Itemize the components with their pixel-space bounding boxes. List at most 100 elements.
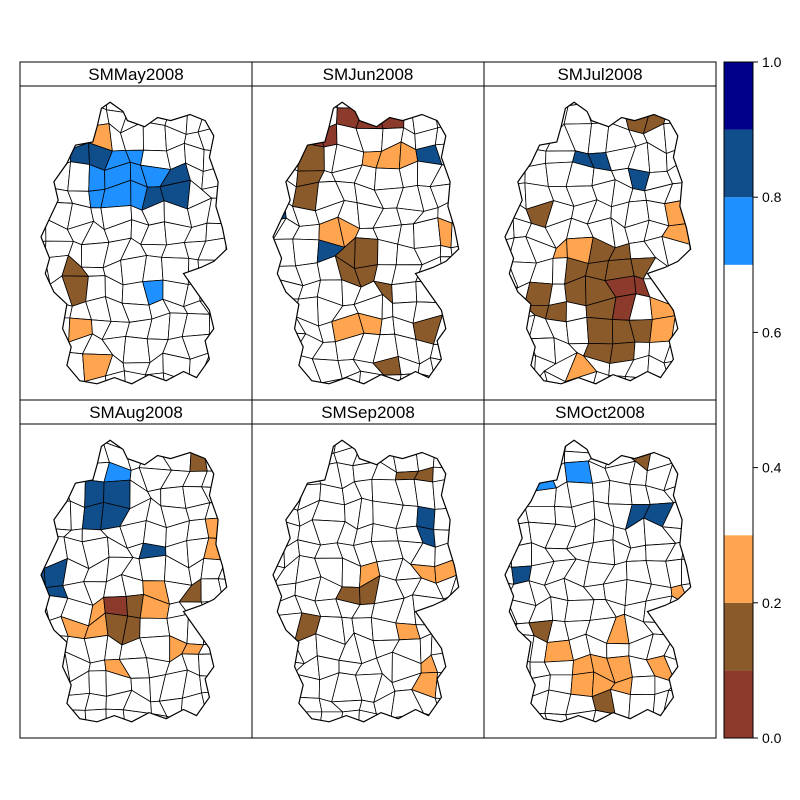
district-region	[449, 465, 459, 486]
district-region	[45, 351, 66, 380]
district-region	[199, 376, 225, 384]
district-region	[41, 102, 69, 112]
country-outline	[40, 439, 228, 723]
district-region	[231, 276, 244, 304]
district-region	[105, 370, 127, 384]
district-region	[226, 183, 227, 206]
district-region	[225, 237, 227, 263]
district-region	[273, 580, 276, 604]
district-region	[505, 374, 517, 384]
district-region	[221, 125, 227, 153]
district-region	[273, 261, 278, 282]
district-region	[160, 486, 187, 509]
district-region	[41, 280, 51, 301]
district-region	[41, 445, 54, 469]
district-region	[454, 673, 459, 701]
district-region	[570, 671, 595, 698]
district-region	[273, 141, 300, 172]
district-region	[273, 318, 280, 340]
district-region	[507, 140, 529, 168]
color-key-frame	[723, 61, 754, 739]
district-region	[276, 102, 301, 110]
district-region	[273, 465, 286, 486]
district-region	[357, 709, 379, 722]
district-region	[436, 708, 458, 722]
district-region	[505, 140, 517, 167]
district-region	[684, 121, 691, 148]
district-region	[564, 460, 593, 484]
district-region	[318, 102, 339, 109]
district-region	[273, 676, 277, 699]
district-region	[123, 370, 147, 384]
district-region	[124, 440, 149, 451]
district-region	[145, 440, 167, 452]
color-key-bin	[724, 264, 753, 536]
district-region	[138, 102, 173, 113]
district-region	[275, 440, 302, 454]
district-region	[336, 102, 364, 109]
district-region	[397, 372, 419, 384]
district-region	[664, 199, 691, 227]
district-region	[416, 505, 436, 531]
district-region	[512, 103, 539, 135]
district-region	[430, 632, 459, 656]
district-region	[505, 655, 513, 678]
color-key-bin	[724, 197, 753, 265]
district-region	[550, 102, 571, 107]
district-region	[663, 121, 689, 155]
district-region	[689, 222, 691, 245]
district-region	[88, 670, 107, 697]
district-region	[181, 313, 211, 338]
district-region	[505, 462, 518, 490]
district-region	[455, 280, 459, 304]
map-panel: SMJul2008	[483, 61, 717, 401]
district-region	[45, 376, 68, 384]
district-region	[318, 711, 344, 722]
district-region	[222, 440, 227, 448]
district-region	[219, 352, 227, 381]
district-region	[41, 316, 54, 340]
district-region	[648, 717, 670, 722]
district-region	[84, 375, 107, 384]
district-region	[689, 599, 691, 627]
district-region	[298, 449, 317, 468]
district-region	[44, 316, 71, 343]
district-region	[505, 695, 519, 718]
district-region	[431, 620, 459, 643]
district-region	[204, 716, 225, 722]
district-region	[273, 519, 285, 549]
district-region	[454, 318, 459, 346]
district-region	[454, 440, 459, 448]
district-region	[524, 505, 557, 525]
district-region	[47, 709, 68, 722]
district-region	[607, 480, 633, 506]
district-region	[682, 280, 691, 304]
country-outline	[504, 439, 692, 723]
district-region	[41, 695, 56, 720]
panels-grid: SMMay2008 SMJun2008 SMJul2008 SMAug2008 SMSe…	[19, 61, 717, 739]
color-key-tick-label: 0.8	[762, 189, 782, 205]
district-region	[373, 440, 399, 446]
district-region	[200, 600, 227, 617]
district-region	[434, 377, 457, 384]
district-region	[294, 103, 323, 132]
district-region	[201, 690, 227, 722]
district-region	[686, 102, 691, 110]
district-region	[379, 316, 396, 336]
district-region	[145, 713, 168, 722]
district-grid	[505, 440, 691, 722]
district-region	[184, 102, 206, 116]
district-region	[511, 713, 537, 722]
district-region	[228, 677, 244, 696]
district-region	[122, 335, 151, 364]
district-region	[622, 102, 650, 114]
district-region	[505, 618, 519, 639]
district-region	[197, 259, 227, 284]
district-region	[280, 463, 305, 486]
district-region	[629, 675, 656, 696]
district-region	[377, 102, 405, 115]
panel-title: SMJul2008	[557, 65, 642, 84]
district-region	[668, 265, 691, 287]
district-region	[276, 107, 301, 136]
district-region	[530, 440, 552, 455]
